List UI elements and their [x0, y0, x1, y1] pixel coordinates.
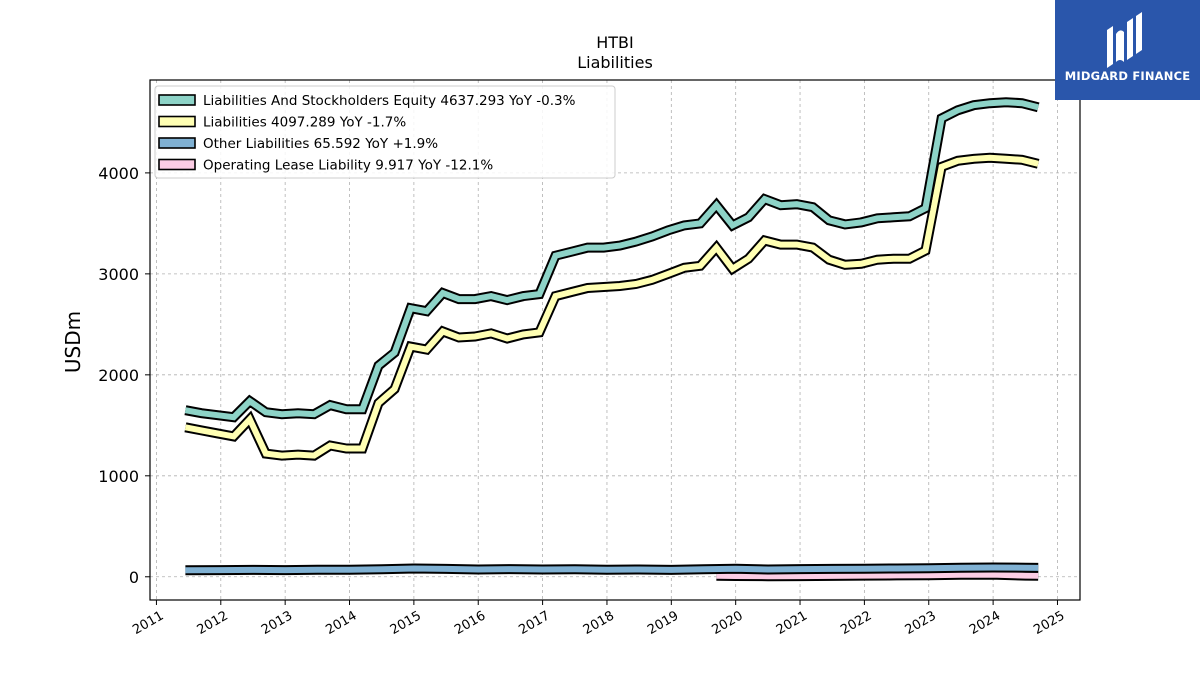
legend-swatch: [158, 94, 196, 106]
series-liabilities-and-stockholders-equity: [184, 97, 1040, 423]
x-tick-label: 2016: [452, 608, 488, 638]
legend-swatch: [158, 137, 196, 149]
midgard-logo: MIDGARD FINANCE: [1055, 0, 1200, 100]
legend-swatch: [158, 115, 196, 128]
legend-entry-label: Other Liabilities 65.592 YoY +1.9%: [203, 136, 438, 152]
series-liabilities: [184, 152, 1040, 461]
x-tick-label: 2024: [967, 608, 1003, 638]
x-tick-label: 2011: [130, 608, 166, 638]
x-tick-label: 2019: [645, 608, 681, 638]
series-line: [185, 564, 1039, 574]
legend: Liabilities And Stockholders Equity 4637…: [154, 85, 616, 179]
y-tick-label: 2000: [98, 366, 139, 385]
plot-frame: [149, 79, 1081, 601]
chart-title: HTBI: [596, 33, 634, 52]
x-axis: 2011 2012 2013 2014 2015 2016 2017 2018 2019 2020…: [130, 600, 1067, 638]
x-tick-label: 2018: [581, 608, 617, 638]
y-tick-label: 0: [129, 568, 139, 587]
y-tick-label: 3000: [98, 265, 139, 284]
legend-entry-label: Liabilities And Stockholders Equity 4637…: [203, 93, 576, 109]
series-layer: [184, 97, 1040, 582]
series-line: [184, 154, 1039, 459]
grid-lines: [150, 80, 1080, 600]
y-axis-label: USDm: [61, 311, 85, 373]
legend-box: [154, 85, 616, 179]
legend-swatch: [158, 158, 196, 171]
series-operating-lease-liability: [716, 569, 1039, 582]
series-other-liabilities: [185, 562, 1039, 576]
series-line: [184, 99, 1039, 421]
x-tick-label: 2015: [388, 608, 424, 638]
x-tick-label: 2013: [259, 608, 295, 638]
chart-subtitle: Liabilities: [577, 53, 653, 72]
legend-entry-label: Liabilities 4097.289 YoY -1.7%: [203, 115, 406, 131]
x-tick-label: 2022: [838, 608, 874, 638]
legend-entry-label: Operating Lease Liability 9.917 YoY -12.…: [203, 158, 493, 174]
midgard-logo-icon: [1107, 12, 1142, 68]
x-tick-label: 2020: [710, 608, 746, 638]
x-tick-label: 2017: [516, 608, 552, 638]
x-tick-label: 2012: [195, 608, 231, 638]
series-line: [716, 571, 1039, 580]
x-tick-label: 2021: [774, 608, 810, 638]
y-tick-label: 4000: [98, 164, 139, 183]
y-axis: 0 1000 2000 3000 4000: [98, 164, 150, 587]
y-tick-label: 1000: [98, 467, 139, 486]
x-tick-label: 2023: [903, 608, 939, 638]
logo-text: MIDGARD FINANCE: [1064, 69, 1191, 83]
x-tick-label: 2014: [323, 608, 359, 638]
x-tick-label: 2025: [1031, 608, 1067, 638]
